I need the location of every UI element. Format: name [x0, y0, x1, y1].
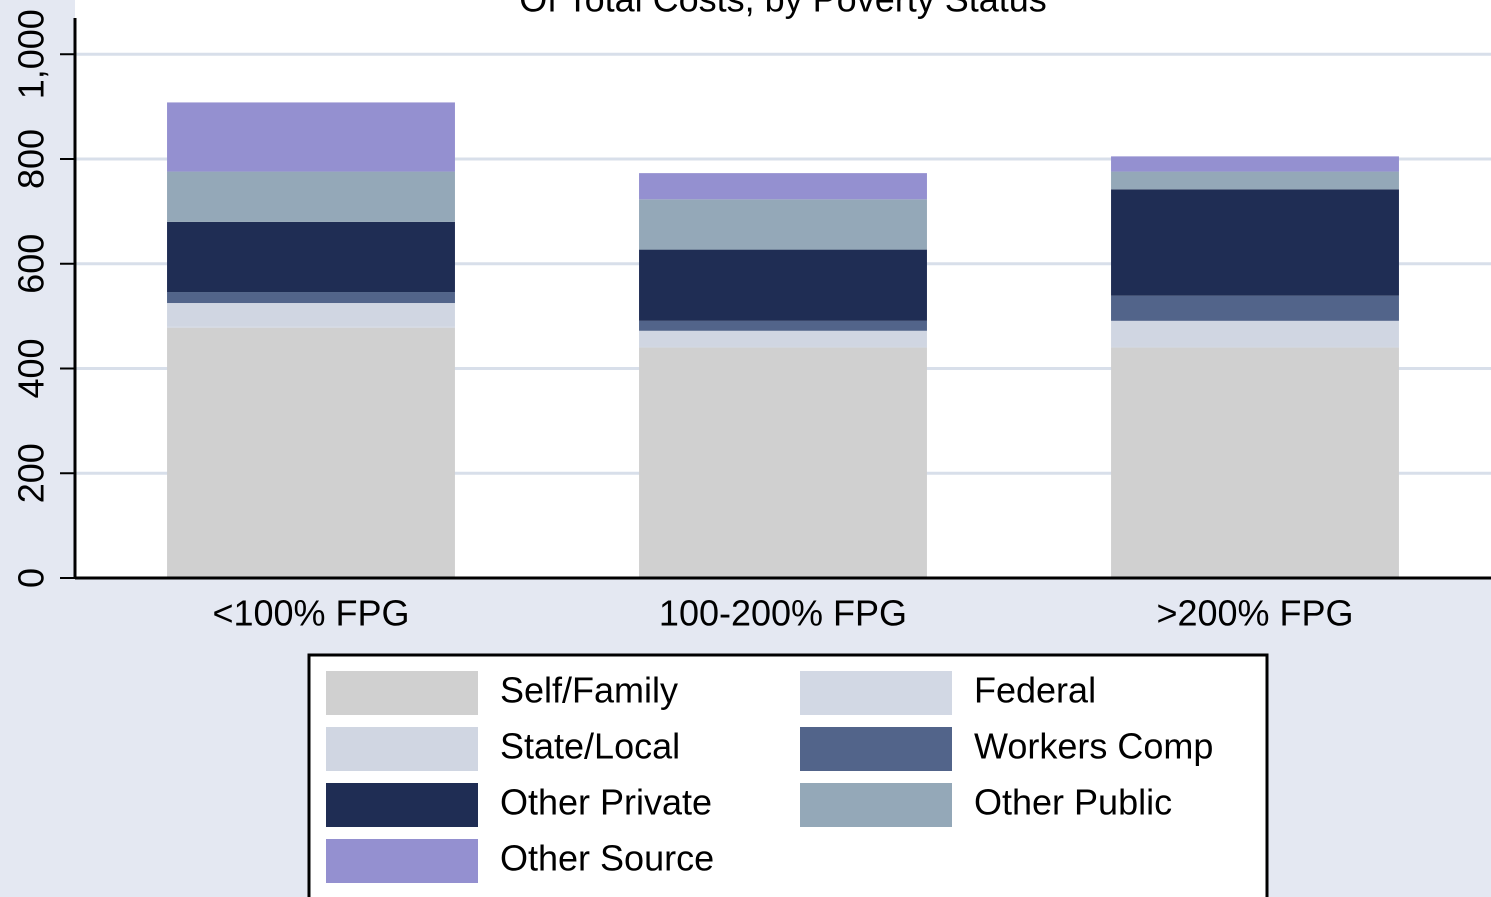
bar-segment	[639, 320, 927, 331]
legend-swatch	[800, 727, 952, 771]
bar-segment	[167, 303, 455, 327]
y-tick-label: 600	[11, 234, 52, 294]
bar-segment	[167, 221, 455, 293]
bar-segment	[639, 173, 927, 200]
chart-title: Of Total Costs, by Poverty Status	[519, 0, 1047, 20]
y-tick-label: 0	[11, 568, 52, 588]
bar-segment	[639, 330, 927, 347]
bar-segment	[639, 346, 927, 348]
bar-segment	[1111, 156, 1399, 172]
y-tick-label: 800	[11, 129, 52, 189]
legend-swatch	[326, 671, 478, 715]
legend-label: Workers Comp	[974, 726, 1213, 767]
bar-segment	[1111, 189, 1399, 296]
bar-segment	[1111, 347, 1399, 578]
x-tick-label: 100-200% FPG	[659, 593, 907, 634]
legend-label: State/Local	[500, 726, 680, 767]
bar-segment	[167, 292, 455, 304]
bar-segment	[1111, 295, 1399, 321]
bar-segment	[167, 102, 455, 172]
legend-swatch	[326, 727, 478, 771]
legend-swatch	[326, 839, 478, 883]
legend-swatch	[800, 671, 952, 715]
bar-segment	[639, 249, 927, 321]
legend-label: Self/Family	[500, 670, 678, 711]
bar-segment	[1111, 171, 1399, 190]
legend-label: Other Source	[500, 838, 714, 879]
x-tick-label: >200% FPG	[1156, 593, 1353, 634]
legend-swatch	[800, 783, 952, 827]
y-tick-label: 400	[11, 338, 52, 398]
bar-segment	[639, 347, 927, 578]
bar-segment	[167, 326, 455, 328]
x-tick-label: <100% FPG	[212, 593, 409, 634]
bar-segment	[167, 327, 455, 578]
y-tick-label: 200	[11, 443, 52, 503]
y-tick-label: 1,000	[11, 9, 52, 99]
bar-segment	[1111, 320, 1399, 347]
legend-label: Other Public	[974, 782, 1172, 823]
legend-label: Other Private	[500, 782, 712, 823]
legend-swatch	[326, 783, 478, 827]
bar-segment	[1111, 346, 1399, 348]
bar-segment	[639, 199, 927, 250]
bar-segment	[167, 171, 455, 222]
legend-label: Federal	[974, 670, 1096, 711]
